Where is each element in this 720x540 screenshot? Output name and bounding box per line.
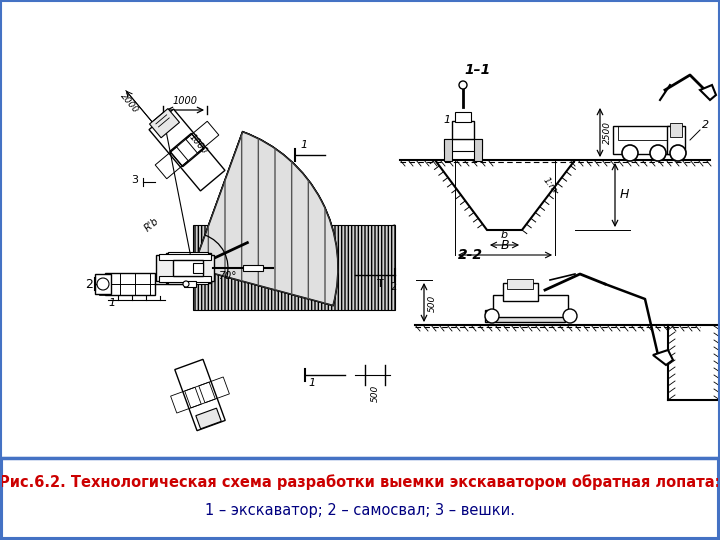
Text: 1 – экскаватор; 2 – самосвал; 3 – вешки.: 1 – экскаватор; 2 – самосвал; 3 – вешки. (205, 503, 515, 517)
Text: 2-2: 2-2 (457, 248, 482, 262)
Text: 1–1: 1–1 (465, 63, 491, 77)
Circle shape (563, 309, 577, 323)
Polygon shape (159, 276, 211, 282)
Circle shape (670, 145, 686, 161)
Text: 2500: 2500 (603, 120, 612, 144)
Polygon shape (170, 133, 204, 167)
Text: B: B (500, 239, 509, 252)
Polygon shape (444, 139, 452, 161)
Text: 1: 1 (308, 378, 315, 388)
Text: 1: 1 (300, 140, 307, 150)
Wedge shape (193, 132, 338, 306)
Polygon shape (159, 254, 211, 260)
Polygon shape (173, 260, 203, 276)
Polygon shape (474, 139, 482, 161)
Polygon shape (172, 259, 194, 277)
Text: 2: 2 (390, 282, 396, 292)
Polygon shape (667, 126, 685, 154)
Polygon shape (653, 350, 673, 365)
Wedge shape (193, 132, 338, 306)
Text: 500: 500 (371, 385, 379, 402)
Text: 1:m: 1:m (541, 176, 559, 194)
Polygon shape (452, 121, 474, 139)
Polygon shape (168, 276, 208, 284)
Circle shape (485, 309, 499, 323)
Polygon shape (670, 123, 682, 137)
Polygon shape (196, 408, 221, 429)
Polygon shape (184, 281, 196, 287)
Circle shape (97, 278, 109, 290)
Polygon shape (185, 260, 201, 276)
Polygon shape (105, 273, 155, 295)
Polygon shape (507, 279, 533, 289)
Text: b: b (501, 230, 508, 240)
Text: 2: 2 (703, 120, 710, 130)
Circle shape (650, 145, 666, 161)
Polygon shape (492, 295, 567, 317)
Text: 1000: 1000 (173, 96, 197, 106)
Bar (2, 458, 718, 538)
Polygon shape (175, 359, 225, 431)
Text: 1000: 1000 (187, 132, 209, 156)
Bar (193, 225, 395, 310)
Polygon shape (455, 112, 471, 122)
Polygon shape (193, 263, 203, 273)
Polygon shape (613, 126, 673, 154)
Text: 3: 3 (132, 175, 138, 185)
Polygon shape (156, 255, 214, 281)
Polygon shape (243, 265, 263, 271)
Text: 1: 1 (108, 298, 115, 308)
Text: 2: 2 (85, 278, 93, 291)
Text: 2000: 2000 (118, 91, 140, 114)
Text: 500: 500 (428, 294, 437, 312)
Text: 1: 1 (444, 115, 451, 125)
Circle shape (622, 145, 638, 161)
Circle shape (459, 81, 467, 89)
Polygon shape (700, 85, 716, 100)
Polygon shape (168, 252, 208, 260)
Polygon shape (444, 139, 482, 151)
Polygon shape (95, 274, 111, 294)
Polygon shape (193, 225, 395, 310)
Text: R'b: R'b (143, 216, 161, 234)
Polygon shape (485, 310, 565, 322)
Text: H: H (620, 188, 629, 201)
Polygon shape (149, 109, 225, 191)
Polygon shape (166, 253, 210, 283)
Circle shape (183, 281, 189, 287)
Polygon shape (150, 109, 179, 138)
Text: Рис.6.2. Технологическая схема разработки выемки экскаватором обратная лопата:: Рис.6.2. Технологическая схема разработк… (0, 474, 720, 490)
Polygon shape (503, 283, 538, 301)
Text: 70°: 70° (218, 271, 236, 281)
Text: T: T (377, 279, 383, 289)
